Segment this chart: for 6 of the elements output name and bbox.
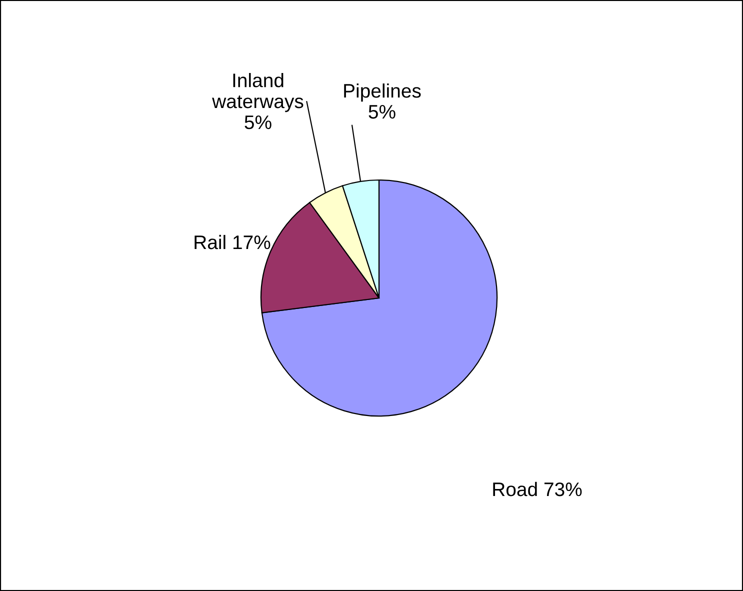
slice-label: Inland waterways (212, 72, 304, 112)
data-label: 5% (244, 115, 272, 130)
slice-label: Rail 17% (194, 234, 270, 250)
slice-label: Road 73% (493, 482, 582, 496)
data-label: 5% (368, 105, 396, 119)
slice-label: Pipelines (344, 83, 421, 102)
